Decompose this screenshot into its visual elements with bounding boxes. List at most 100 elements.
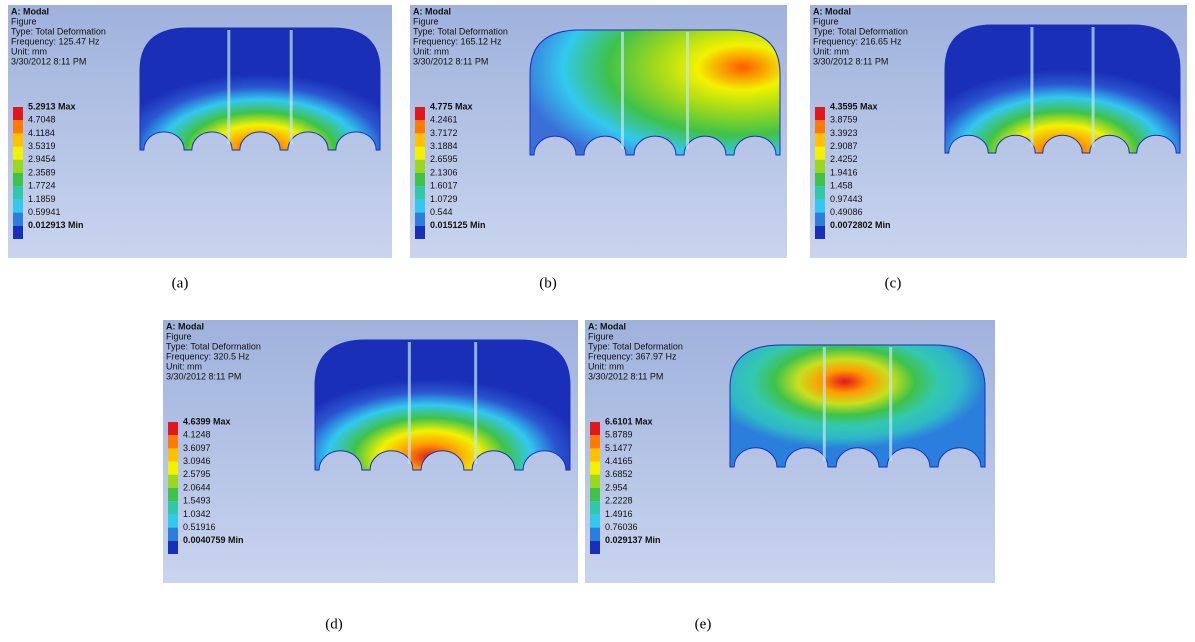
header-line: Type: Total Deformation [588, 341, 683, 351]
legend-band [13, 199, 23, 212]
legend-min: 0.029137 Min [605, 535, 661, 545]
legend-level: 3.7172 [430, 128, 458, 138]
legend-band [590, 501, 600, 514]
legend-level: 2.6595 [430, 154, 458, 164]
legend-band [13, 160, 23, 173]
legend-level: 5.8789 [605, 430, 633, 440]
legend-level: 1.4916 [605, 509, 633, 519]
legend-band [168, 541, 178, 554]
legend-max: 5.2913 Max [28, 101, 76, 111]
caption: (c) [885, 275, 902, 291]
model-body [530, 30, 780, 155]
header-line: Unit: mm [166, 361, 202, 371]
header-title: A: Modal [588, 321, 626, 331]
header-title: A: Modal [813, 6, 851, 16]
legend-band [168, 501, 178, 514]
header-line: Type: Total Deformation [813, 26, 908, 36]
legend-level: 4.2461 [430, 115, 458, 125]
header-line: Frequency: 216.65 Hz [813, 36, 902, 46]
header-title: A: Modal [413, 6, 451, 16]
legend-band [13, 107, 23, 120]
legend-max: 4.6399 Max [183, 416, 231, 426]
header-line: Figure [813, 16, 839, 26]
legend-max: 6.6101 Max [605, 416, 653, 426]
legend-band [590, 448, 600, 461]
legend-band [590, 514, 600, 527]
header-line: Figure [413, 16, 439, 26]
legend-level: 0.51916 [183, 522, 216, 532]
legend-level: 2.3589 [28, 167, 56, 177]
legend-level: 0.76036 [605, 522, 638, 532]
legend-max: 4.775 Max [430, 101, 473, 111]
legend-level: 2.5795 [183, 469, 211, 479]
header-line: Unit: mm [413, 46, 449, 56]
legend-level: 3.8759 [830, 115, 858, 125]
header-line: Type: Total Deformation [166, 341, 261, 351]
legend-band [415, 226, 425, 239]
legend-level: 3.0946 [183, 456, 211, 466]
legend-level: 3.6852 [605, 469, 633, 479]
legend-band [815, 160, 825, 173]
legend-band [815, 133, 825, 146]
header-line: Frequency: 367.97 Hz [588, 351, 677, 361]
legend-band [415, 213, 425, 226]
legend-band [415, 160, 425, 173]
legend-level: 2.9454 [28, 154, 56, 164]
legend-level: 4.1248 [183, 430, 211, 440]
header-line: Unit: mm [588, 361, 624, 371]
legend-level: 2.2228 [605, 496, 633, 506]
legend-level: 2.954 [605, 482, 628, 492]
caption: (d) [325, 616, 343, 632]
legend-level: 1.7724 [28, 181, 56, 191]
model-body [315, 340, 570, 470]
header-line: Figure [11, 16, 37, 26]
legend-band [168, 528, 178, 541]
legend-level: 1.0729 [430, 194, 458, 204]
legend-level: 2.4252 [830, 154, 858, 164]
figure: A: ModalFigureType: Total DeformationFre… [0, 0, 1195, 637]
legend-level: 1.458 [830, 181, 853, 191]
legend-band [590, 475, 600, 488]
header-line: 3/30/2012 8:11 PM [588, 371, 663, 381]
legend-level: 1.6017 [430, 181, 458, 191]
legend-band [168, 422, 178, 435]
header-line: Unit: mm [813, 46, 849, 56]
legend-min: 0.015125 Min [430, 220, 486, 230]
header-line: Frequency: 125.47 Hz [11, 36, 100, 46]
legend-level: 0.544 [430, 207, 453, 217]
caption: (b) [539, 275, 557, 291]
legend-band [13, 213, 23, 226]
header-title: A: Modal [11, 6, 49, 16]
legend-band [13, 120, 23, 133]
legend-band [815, 186, 825, 199]
legend-band [815, 199, 825, 212]
legend-band [168, 488, 178, 501]
header-line: Unit: mm [11, 46, 47, 56]
legend-band [415, 199, 425, 212]
legend-level: 2.0644 [183, 482, 211, 492]
legend-level: 3.1884 [430, 141, 458, 151]
legend-level: 0.97443 [830, 194, 863, 204]
legend-band [168, 514, 178, 527]
legend-min: 0.0040759 Min [183, 535, 244, 545]
legend-level: 1.9416 [830, 167, 858, 177]
legend-band [590, 541, 600, 554]
legend-band [815, 120, 825, 133]
legend-band [415, 107, 425, 120]
legend-band [590, 462, 600, 475]
header-line: 3/30/2012 8:11 PM [813, 56, 888, 66]
legend-band [168, 462, 178, 475]
legend-band [13, 173, 23, 186]
header-title: A: Modal [166, 321, 204, 331]
caption: (e) [695, 616, 712, 632]
header-line: Frequency: 320.5 Hz [166, 351, 250, 361]
legend-band [590, 435, 600, 448]
legend-level: 3.5319 [28, 141, 56, 151]
legend-level: 3.3923 [830, 128, 858, 138]
legend-level: 2.9087 [830, 141, 858, 151]
header-line: 3/30/2012 8:11 PM [413, 56, 488, 66]
legend-band [415, 133, 425, 146]
